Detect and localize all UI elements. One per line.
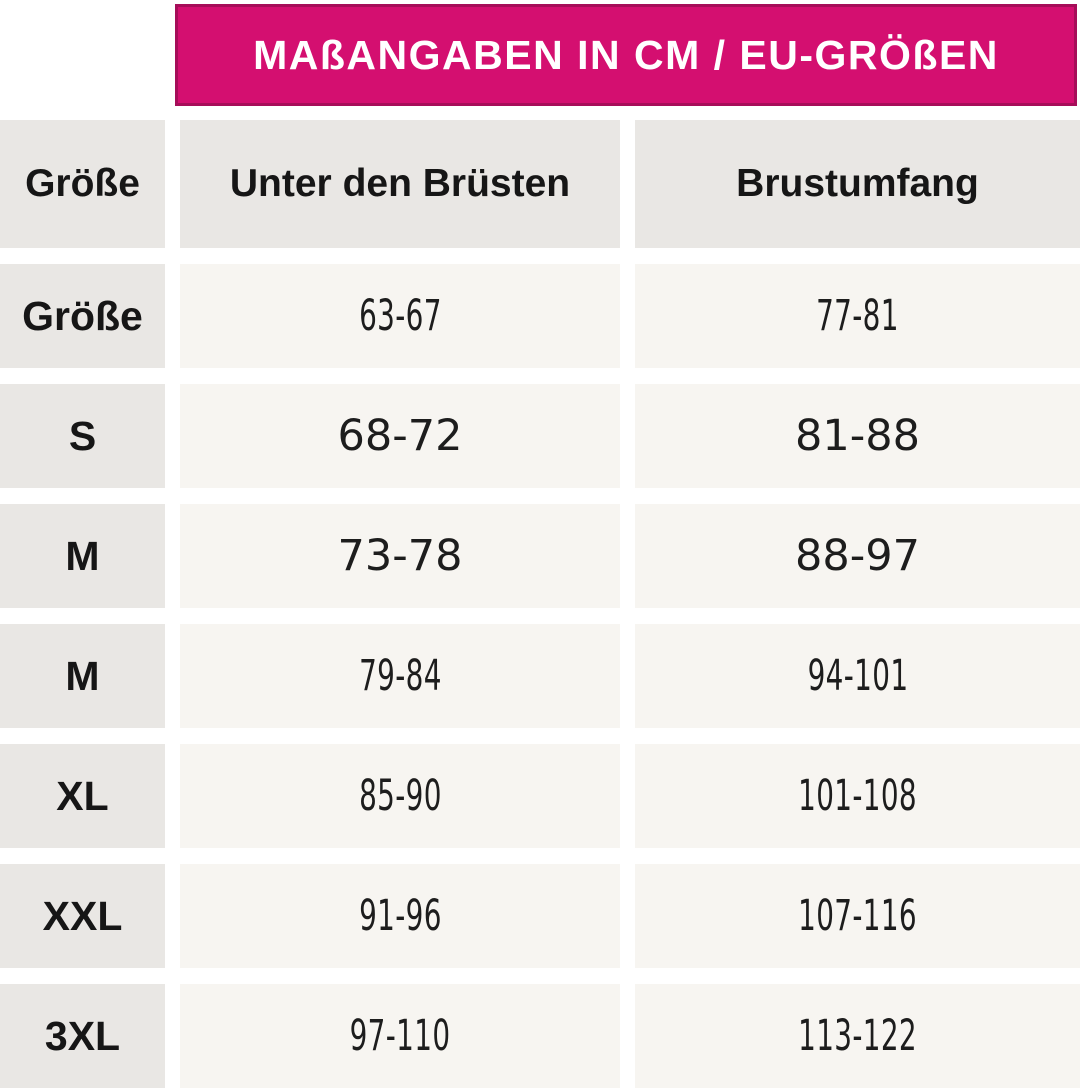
bust-value-cell: 77-81 [635,264,1080,368]
underbust-value: 79-84 [358,651,442,701]
underbust-value-cell: 68-72 [180,384,620,488]
bust-value: 113-122 [798,1011,917,1061]
bust-value-cell: 113-122 [635,984,1080,1088]
size-label-cell: 3XL [0,984,165,1088]
underbust-value-cell: 97-110 [180,984,620,1088]
underbust-value-cell: 91-96 [180,864,620,968]
underbust-value: 91-96 [358,891,442,941]
size-label-cell: Größe [0,264,165,368]
size-label-cell: M [0,504,165,608]
underbust-value: 73-78 [337,531,463,581]
underbust-value-cell: 85-90 [180,744,620,848]
bust-value-cell: 81-88 [635,384,1080,488]
bust-value-cell: 94-101 [635,624,1080,728]
page-title: MAßANGABEN IN CM / EU-GRÖßEN [253,31,999,78]
bust-value-cell: 101-108 [635,744,1080,848]
size-label-cell: XL [0,744,165,848]
underbust-value-cell: 73-78 [180,504,620,608]
underbust-value: 85-90 [358,771,442,821]
underbust-value: 97-110 [349,1011,451,1061]
underbust-value: 68-72 [337,411,463,461]
bust-value-cell: 107-116 [635,864,1080,968]
bust-value: 88-97 [795,531,920,581]
bust-value-cell: 88-97 [635,504,1080,608]
underbust-value-cell: 63-67 [180,264,620,368]
bust-value: 81-88 [795,411,920,461]
bust-value: 77-81 [816,291,899,341]
size-chart-table: Größe Unter den Brüsten Brustumfang Größ… [0,120,1080,1088]
column-header-size: Größe [0,120,165,248]
bust-value: 107-116 [798,891,917,941]
size-label-cell: XXL [0,864,165,968]
bust-value: 94-101 [807,651,908,701]
bust-value: 101-108 [798,771,917,821]
column-header-bust: Brustumfang [635,120,1080,248]
column-header-underbust: Unter den Brüsten [180,120,620,248]
underbust-value-cell: 79-84 [180,624,620,728]
underbust-value: 63-67 [358,291,442,341]
size-label-cell: S [0,384,165,488]
title-banner: MAßANGABEN IN CM / EU-GRÖßEN [175,4,1077,106]
size-label-cell: M [0,624,165,728]
